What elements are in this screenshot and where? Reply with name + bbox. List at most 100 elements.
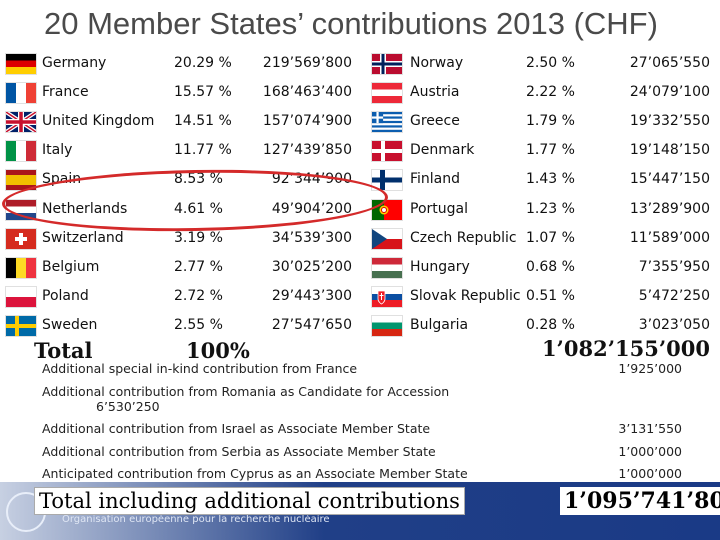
country-name: Slovak Republic: [410, 287, 521, 304]
country-amount: 157’074’900: [262, 113, 352, 130]
country-amount: 19’332’550: [629, 113, 710, 130]
country-percent: 3.19 %: [174, 229, 223, 246]
country-percent: 0.51 %: [526, 287, 575, 304]
country-name: Switzerland: [42, 229, 124, 246]
additional-amount-cyprus: 1’000’000: [618, 466, 682, 481]
country-name: United Kingdom: [42, 113, 155, 130]
total-amount: 1’082’155’000: [541, 336, 710, 361]
country-amount: 27’547’650: [271, 316, 352, 333]
country-row: Austria 2.22 % 24’079’100: [372, 81, 714, 105]
country-percent: 2.22 %: [526, 84, 575, 101]
country-name: Austria: [410, 84, 460, 101]
country-percent: 2.55 %: [174, 316, 223, 333]
czech-flag: [372, 228, 402, 249]
country-row: Belgium 2.77 % 30’025’200: [6, 256, 372, 280]
country-percent: 1.77 %: [526, 142, 575, 159]
bulgaria-flag: [372, 315, 402, 336]
country-amount: 30’025’200: [271, 258, 352, 275]
country-percent: 11.77 %: [174, 142, 232, 159]
hungary-flag: [372, 257, 402, 278]
finland-flag: [372, 170, 402, 191]
country-row: Czech Republic 1.07 % 11’589’000: [372, 227, 714, 251]
united-kingdom-flag: [6, 112, 36, 133]
slovakia-flag: [372, 286, 402, 307]
grand-total-amount: 1’095’741’800: [560, 487, 720, 515]
country-row: Greece 1.79 % 19’332’550: [372, 110, 714, 134]
germany-flag: [6, 54, 36, 74]
country-name: Portugal: [410, 200, 468, 217]
country-row: Denmark 1.77 % 19’148’150: [372, 139, 714, 163]
spain-flag: [6, 170, 36, 191]
country-amount: 7’355’950: [638, 258, 710, 275]
country-percent: 8.53 %: [174, 171, 223, 188]
country-amount: 127’439’850: [262, 142, 352, 159]
country-percent: 4.61 %: [174, 200, 223, 217]
belgium-flag: [6, 257, 36, 278]
country-name: Italy: [42, 142, 73, 159]
poland-flag: [6, 286, 36, 307]
country-row: Sweden 2.55 % 27’547’650: [6, 314, 372, 338]
country-row: Finland 1.43 % 15’447’150: [372, 168, 714, 192]
country-amount: 49’904’200: [271, 200, 352, 217]
country-percent: 20.29 %: [174, 55, 232, 71]
additional-amount-serbia: 1’000’000: [618, 444, 682, 459]
country-row: Switzerland 3.19 % 34’539’300: [6, 227, 372, 251]
country-amount: 19’148’150: [629, 142, 710, 159]
country-row: Poland 2.72 % 29’443’300: [6, 285, 372, 309]
country-amount: 168’463’400: [262, 84, 352, 101]
denmark-flag: [372, 141, 402, 162]
country-row: Slovak Republic 0.51 % 5’472’250: [372, 285, 714, 309]
additional-note-serbia: Additional contribution from Serbia as A…: [42, 444, 436, 459]
country-row: Bulgaria 0.28 % 3’023’050: [372, 314, 714, 338]
country-percent: 2.77 %: [174, 258, 223, 275]
additional-note-israel: Additional contribution from Israel as A…: [42, 421, 431, 436]
sweden-flag: [6, 315, 36, 336]
country-amount: 15’447’150: [629, 171, 710, 188]
country-name: Norway: [410, 55, 464, 71]
country-row: Germany 20.29 % 219’569’800: [6, 52, 372, 76]
country-name: Czech Republic: [410, 229, 517, 246]
country-percent: 0.68 %: [526, 258, 575, 275]
portugal-flag: [372, 199, 402, 220]
netherlands-flag: [6, 199, 36, 220]
country-name: Spain: [42, 171, 82, 188]
grand-total-label: Total including additional contributions: [34, 487, 465, 515]
switzerland-flag: [6, 228, 36, 249]
country-name: Germany: [42, 55, 107, 71]
country-row: Italy 11.77 % 127’439’850: [6, 139, 372, 163]
country-name: Denmark: [410, 142, 475, 159]
country-amount: 27’065’550: [629, 55, 710, 71]
country-percent: 2.50 %: [526, 55, 575, 71]
country-name: Netherlands: [42, 200, 128, 217]
country-row: Portugal 1.23 % 13’289’900: [372, 198, 714, 222]
country-row: Hungary 0.68 % 7’355’950: [372, 256, 714, 280]
country-row: United Kingdom 14.51 % 157’074’900: [6, 110, 372, 134]
country-percent: 1.79 %: [526, 113, 575, 130]
country-name: France: [42, 84, 89, 101]
country-row: France 15.57 % 168’463’400: [6, 81, 372, 105]
country-percent: 2.72 %: [174, 287, 223, 304]
country-amount: 5’472’250: [638, 287, 710, 304]
country-percent: 1.43 %: [526, 171, 575, 188]
country-row: Spain 8.53 % 92’344’900: [6, 168, 372, 192]
norway-flag: [372, 54, 402, 74]
country-name: Sweden: [42, 316, 98, 333]
country-amount: 29’443’300: [271, 287, 352, 304]
country-amount: 3’023’050: [638, 316, 710, 333]
country-row: Norway 2.50 % 27’065’550: [372, 52, 714, 76]
country-amount: 24’079’100: [629, 84, 710, 101]
greece-flag: [372, 112, 402, 133]
country-percent: 14.51 %: [174, 113, 232, 130]
france-flag: [6, 83, 36, 104]
country-amount: 219’569’800: [262, 55, 352, 71]
country-percent: 1.23 %: [526, 200, 575, 217]
country-name: Poland: [42, 287, 89, 304]
country-amount: 92’344’900: [271, 171, 352, 188]
country-name: Belgium: [42, 258, 100, 275]
country-percent: 15.57 %: [174, 84, 232, 101]
country-amount: 11’589’000: [629, 229, 710, 246]
country-amount: 13’289’900: [629, 200, 710, 217]
additional-note-romania: Additional contribution from Romania as …: [42, 384, 450, 399]
country-row: Netherlands 4.61 % 49’904’200: [6, 198, 372, 222]
additional-amount-romania: 6’530’250: [96, 399, 160, 414]
